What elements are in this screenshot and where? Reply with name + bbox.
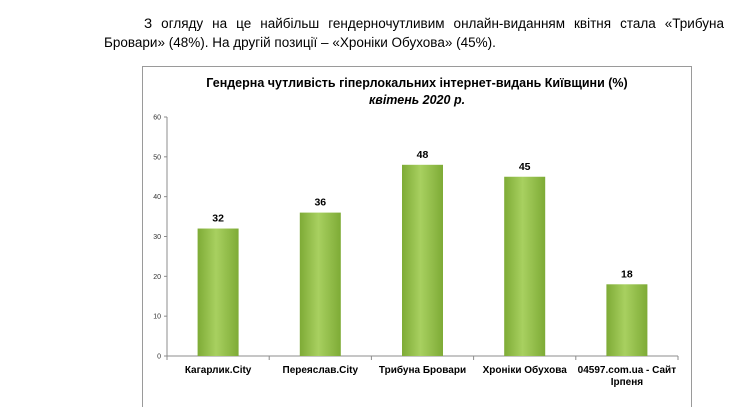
x-category-label: 04597.com.ua - Сайт Ірпеня [578, 365, 677, 388]
bar [402, 164, 443, 356]
data-label: 32 [212, 213, 224, 225]
chart-subtitle: квітень 2020 р. [368, 93, 466, 107]
y-tick-label: 0 [157, 354, 161, 361]
y-tick-label: 60 [153, 115, 161, 122]
bar [299, 212, 341, 356]
intro-paragraph: З огляду на це найбільш гендерночутливим… [104, 16, 724, 50]
bar [504, 176, 546, 356]
y-tick-label: 50 [153, 154, 161, 161]
bar-chart-plot: 0 10 20 30 40 50 60 32 Кагарлик.City 36 Переяслав.… [153, 115, 679, 388]
x-category-label: Трибуна Бровари [379, 364, 466, 376]
y-tick-label: 30 [153, 234, 161, 241]
x-category-label: Кагарлик.City [185, 365, 252, 376]
data-label: 36 [314, 197, 326, 209]
y-tick-label: 20 [153, 274, 161, 281]
x-category-label: Хроніки Обухова [483, 364, 568, 376]
chart-frame: Гендерна чутливість гіперлокальних інтер… [142, 66, 692, 407]
chart-title: Гендерна чутливість гіперлокальних інтер… [206, 76, 628, 90]
data-label: 18 [621, 268, 633, 280]
bar [606, 284, 648, 356]
bar [197, 228, 239, 356]
y-tick-label: 40 [153, 194, 161, 201]
data-label: 45 [519, 161, 531, 173]
y-tick-label: 10 [153, 314, 161, 321]
data-label: 48 [417, 149, 429, 161]
x-category-label: Переяслав.City [283, 365, 359, 376]
